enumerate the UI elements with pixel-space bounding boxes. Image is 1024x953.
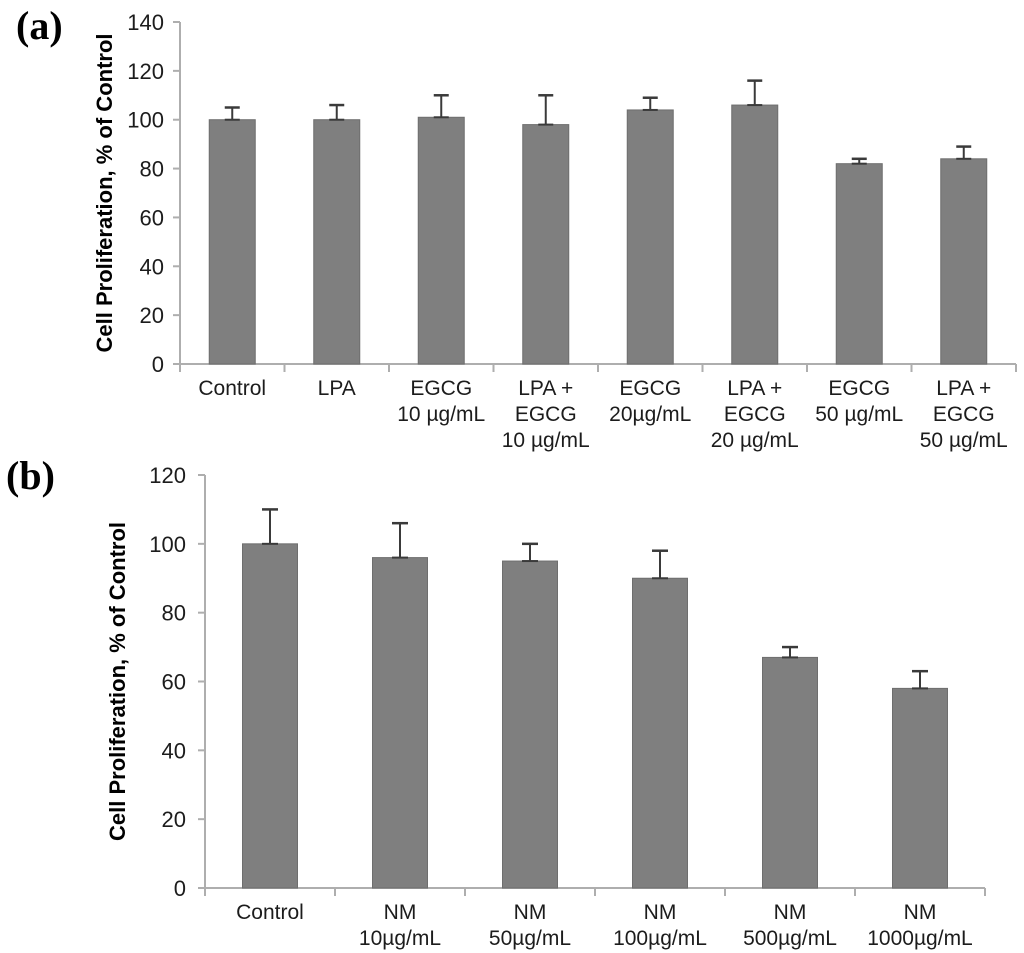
bar bbox=[892, 687, 948, 889]
x-category-label: Control bbox=[198, 377, 266, 400]
x-category-label: EGCG 20µg/mL bbox=[609, 377, 691, 426]
bar bbox=[522, 124, 570, 365]
y-tick-label: 80 bbox=[140, 157, 164, 182]
y-tick-label: 0 bbox=[152, 352, 164, 377]
bar bbox=[417, 116, 465, 365]
panel-a-chart: 0 20 40 60 80 100 120 140 Control LPA EGCG 10 µg/mL… bbox=[92, 10, 1017, 452]
x-category-label: EGCG 50 µg/mL bbox=[815, 377, 903, 426]
bar bbox=[762, 656, 818, 889]
y-tick-label: 60 bbox=[140, 205, 164, 230]
bar bbox=[502, 560, 558, 889]
x-category-label: NM 500µg/mL bbox=[743, 901, 837, 950]
x-category-label: NM 50µg/mL bbox=[489, 901, 571, 950]
x-category-label: NM 1000µg/mL bbox=[867, 901, 973, 950]
y-tick-label: 100 bbox=[149, 532, 186, 557]
y-tick-label: 40 bbox=[162, 738, 186, 763]
x-category-label: Control bbox=[236, 901, 304, 924]
x-category-label: LPA + EGCG 50 µg/mL bbox=[920, 377, 1008, 452]
y-tick-label: 120 bbox=[127, 59, 164, 84]
panel-a-label: (a) bbox=[16, 3, 63, 48]
y-tick-label: 20 bbox=[162, 807, 186, 832]
y-tick-label: 20 bbox=[140, 303, 164, 328]
bar bbox=[835, 163, 883, 365]
y-axis-title: Cell Proliferation, % of Control bbox=[92, 33, 117, 352]
bar bbox=[208, 119, 256, 365]
x-category-label: NM 100µg/mL bbox=[613, 901, 707, 950]
bar bbox=[632, 577, 688, 889]
bar bbox=[242, 543, 298, 889]
panel-b-label: (b) bbox=[6, 453, 55, 498]
y-tick-label: 140 bbox=[127, 10, 164, 35]
y-tick-label: 120 bbox=[149, 463, 186, 488]
y-tick-label: 40 bbox=[140, 254, 164, 279]
x-category-label: EGCG 10 µg/mL bbox=[397, 377, 485, 426]
y-tick-label: 0 bbox=[174, 876, 186, 901]
bar bbox=[940, 158, 988, 365]
panel-b-chart: 0 20 40 60 80 100 120 Control NM 10µg/mL NM 50µg/mL… bbox=[105, 463, 986, 950]
y-axis-title: Cell Proliferation, % of Control bbox=[105, 522, 130, 841]
bar bbox=[731, 104, 779, 365]
bar bbox=[313, 119, 361, 365]
bar bbox=[626, 109, 674, 365]
x-category-label: LPA + EGCG 20 µg/mL bbox=[711, 377, 799, 452]
x-category-label: LPA + EGCG 10 µg/mL bbox=[502, 377, 590, 452]
x-category-label: NM 10µg/mL bbox=[359, 901, 441, 950]
y-tick-label: 80 bbox=[162, 601, 186, 626]
y-tick-label: 60 bbox=[162, 670, 186, 695]
bar bbox=[372, 557, 428, 889]
y-tick-label: 100 bbox=[127, 108, 164, 133]
x-category-label: LPA bbox=[318, 377, 356, 400]
